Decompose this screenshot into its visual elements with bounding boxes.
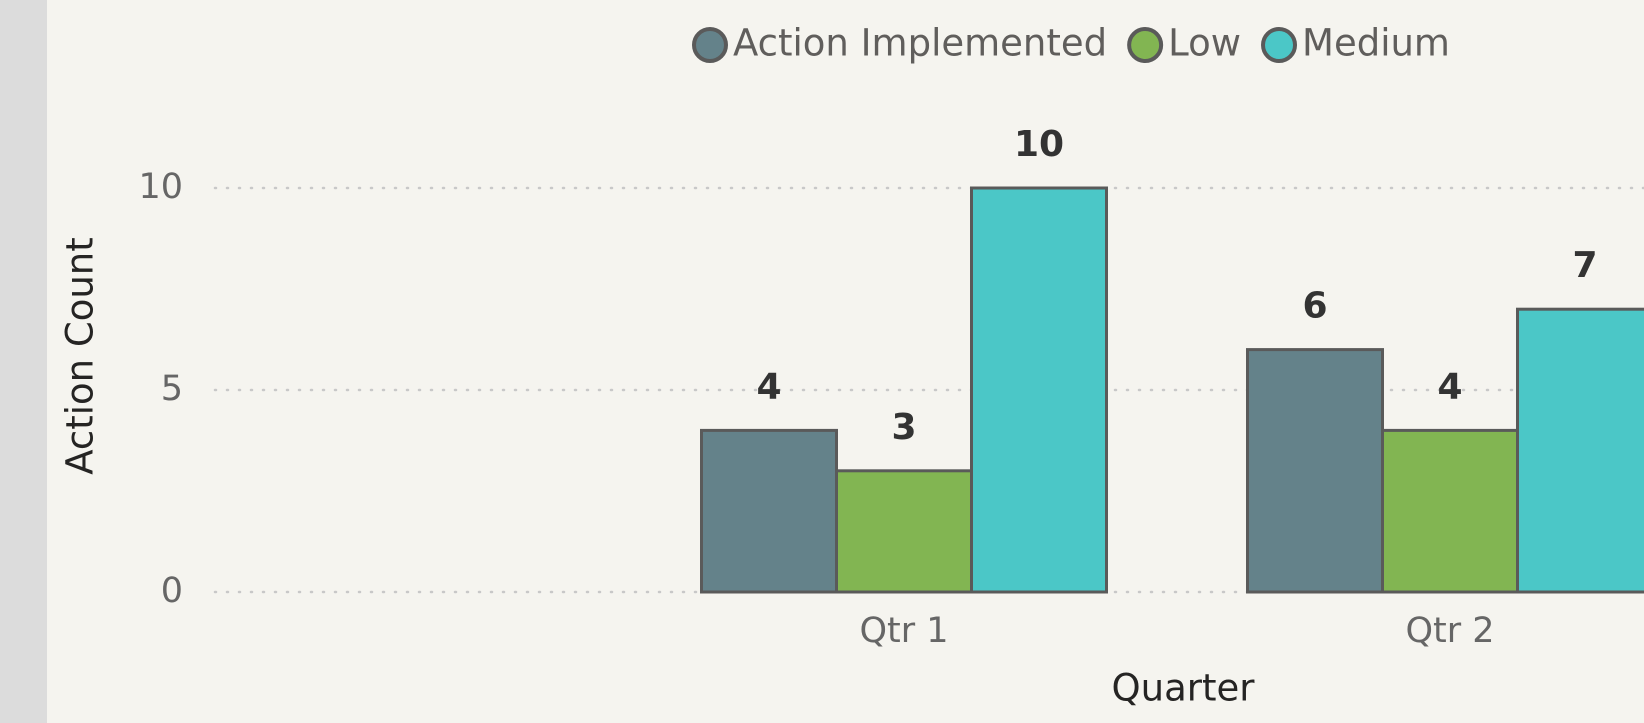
x-tick-label: Qtr 1	[859, 611, 948, 651]
y-tick-label: 5	[161, 369, 183, 409]
side-strip	[0, 0, 47, 723]
data-label: 4	[1437, 366, 1462, 407]
data-label: 4	[756, 366, 781, 407]
bar	[835, 469, 973, 594]
data-label: 6	[1302, 286, 1327, 327]
bar	[1246, 348, 1384, 594]
legend-label: Medium	[1302, 22, 1450, 65]
bar	[700, 428, 838, 594]
y-tick-label: 0	[161, 571, 183, 611]
data-label: 7	[1572, 245, 1597, 286]
legend-marker	[1261, 27, 1298, 63]
x-axis-title: Quarter	[1112, 667, 1256, 710]
legend-label: Action Implemented	[733, 22, 1107, 65]
y-axis-title: Action Count	[59, 237, 102, 475]
legend: Action Implemented Low Medium	[692, 22, 1450, 65]
data-label: 10	[1014, 124, 1064, 165]
bar	[1516, 307, 1644, 594]
legend-marker	[1127, 27, 1164, 63]
legend-marker	[692, 27, 728, 63]
data-label: 3	[891, 407, 916, 448]
bar	[970, 186, 1108, 594]
bar	[1381, 428, 1519, 594]
legend-label: Low	[1168, 22, 1241, 65]
y-tick-label: 10	[138, 167, 183, 207]
x-tick-label: Qtr 2	[1405, 611, 1494, 651]
